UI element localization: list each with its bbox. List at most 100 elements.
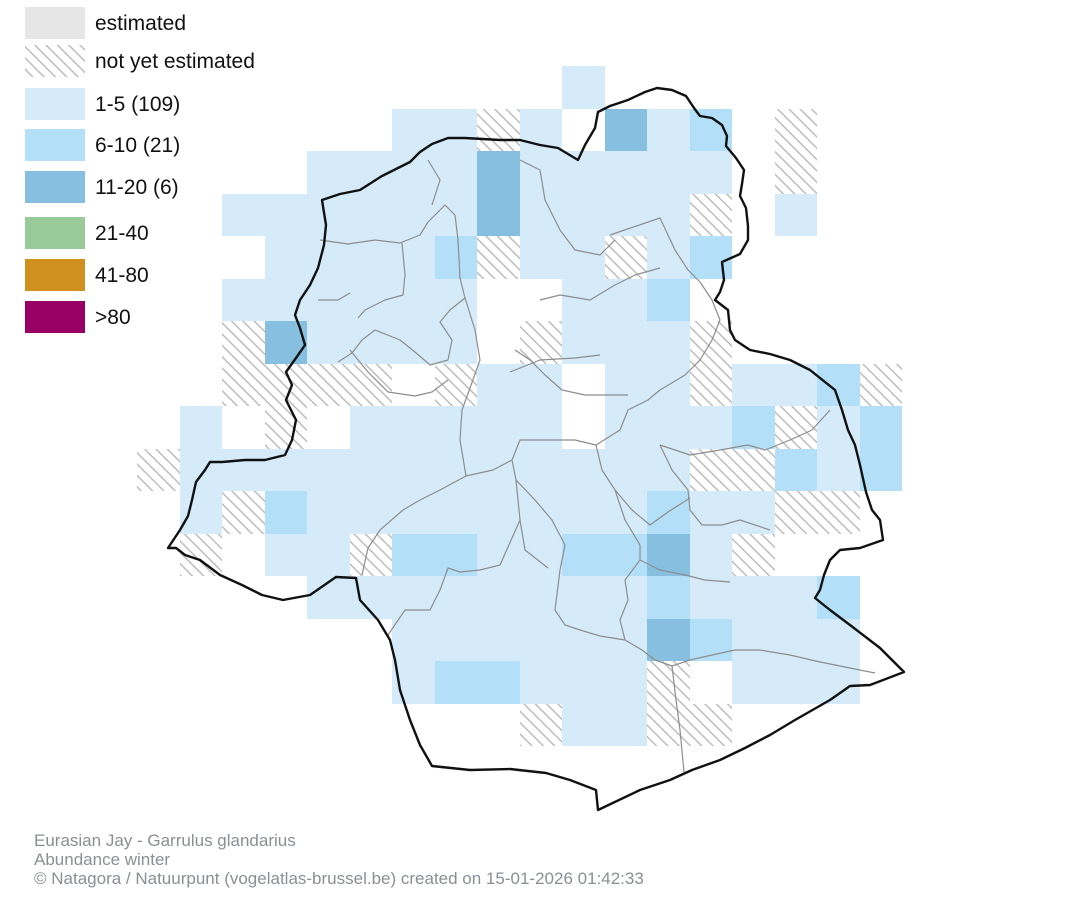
grid-cell xyxy=(265,534,307,576)
grid-cell xyxy=(860,406,902,449)
grid-cell-not-yet-estimated xyxy=(222,491,265,534)
grid-cell xyxy=(562,619,605,661)
grid-cell xyxy=(307,151,350,194)
legend-label: 6-10 (21) xyxy=(95,134,180,157)
grid-cell xyxy=(477,449,520,491)
grid-cell xyxy=(562,151,605,194)
grid-cell xyxy=(647,109,690,151)
grid-cell xyxy=(647,236,690,279)
grid-cell xyxy=(392,449,435,491)
grid-cell xyxy=(690,236,732,279)
legend-label: not yet estimated xyxy=(95,50,255,73)
grid-cell-not-yet-estimated xyxy=(265,406,307,449)
legend-swatch xyxy=(25,171,85,203)
grid-cell xyxy=(307,449,350,491)
grid-cell-not-yet-estimated xyxy=(732,534,775,576)
grid-cell xyxy=(350,491,392,534)
copyright-credit: © Natagora / Natuurpunt (vogelatlas-brus… xyxy=(34,869,644,888)
grid-cell xyxy=(690,534,732,576)
grid-cell xyxy=(307,236,350,279)
grid-cell xyxy=(732,406,775,449)
grid-cell xyxy=(435,151,477,194)
municipality-boundary xyxy=(519,159,616,256)
grid-cell xyxy=(562,576,605,619)
municipality-boundary xyxy=(659,444,771,531)
map-subtitle: Abundance winter xyxy=(34,850,171,869)
municipality-boundary xyxy=(509,354,601,373)
grid-cell xyxy=(180,406,222,449)
municipality-boundary xyxy=(319,221,429,245)
grid-cell xyxy=(605,576,647,619)
grid-cell xyxy=(605,151,647,194)
grid-cell xyxy=(520,576,562,619)
grid-cell xyxy=(520,449,562,491)
legend-swatch xyxy=(25,217,85,249)
grid-cell xyxy=(265,236,307,279)
legend-label: 1-5 (109) xyxy=(95,93,180,116)
grid-cell-not-yet-estimated xyxy=(477,109,520,151)
grid-cell-not-yet-estimated xyxy=(605,236,647,279)
grid-cell-not-yet-estimated xyxy=(520,321,562,364)
municipality-boundary xyxy=(639,559,731,583)
municipality-boundary xyxy=(514,349,628,396)
grid-cell xyxy=(605,449,647,491)
grid-cell xyxy=(392,194,435,236)
grid-cell xyxy=(732,661,775,704)
grid-cell-not-yet-estimated xyxy=(690,449,732,491)
grid-cell xyxy=(392,619,435,661)
grid-cell xyxy=(647,406,690,449)
grid-cell xyxy=(605,704,647,746)
grid-cell xyxy=(775,661,817,704)
grid-cell xyxy=(392,534,435,576)
legend-swatch xyxy=(25,88,85,120)
grid-cell-not-yet-estimated xyxy=(732,449,775,491)
legend-swatch xyxy=(25,45,85,77)
grid-cell xyxy=(435,236,477,279)
grid-cell xyxy=(817,449,860,491)
grid-cell xyxy=(435,534,477,576)
grid-cell xyxy=(690,151,732,194)
grid-cell xyxy=(562,704,605,746)
legend-label: estimated xyxy=(95,12,186,35)
grid-cell xyxy=(647,151,690,194)
grid-cell xyxy=(605,491,647,534)
grid-cell xyxy=(520,236,562,279)
grid-cell xyxy=(477,194,520,236)
municipality-boundary xyxy=(515,479,581,631)
brussels-region-outline xyxy=(166,86,906,812)
grid-cell xyxy=(307,194,350,236)
grid-cell xyxy=(775,619,817,661)
grid-cell-not-yet-estimated xyxy=(860,364,902,406)
legend-label: >80 xyxy=(95,306,131,329)
grid-cell xyxy=(392,109,435,151)
grid-cell xyxy=(350,406,392,449)
grid-cell xyxy=(477,406,520,449)
grid-cell xyxy=(605,364,647,406)
grid-cell xyxy=(732,364,775,406)
legend-swatch xyxy=(25,301,85,333)
grid-cell xyxy=(647,491,690,534)
grid-cell-not-yet-estimated xyxy=(307,364,350,406)
grid-cell xyxy=(222,194,265,236)
grid-cell xyxy=(477,661,520,704)
grid-cell xyxy=(562,194,605,236)
municipality-boundary xyxy=(595,444,691,526)
grid-cell xyxy=(647,619,690,661)
grid-cell xyxy=(477,619,520,661)
municipality-boundary xyxy=(671,649,876,674)
grid-cell xyxy=(817,619,860,661)
grid-cell xyxy=(435,406,477,449)
grid-cell xyxy=(775,194,817,236)
legend-swatch xyxy=(25,7,85,39)
map-legend: estimated not yet estimated 1-5 (109) 6-10 … xyxy=(25,7,255,333)
legend-label: 21-40 xyxy=(95,222,149,245)
grid-cell xyxy=(520,661,562,704)
grid-cell-not-yet-estimated xyxy=(775,406,817,449)
municipality-boundary xyxy=(427,159,441,206)
grid-cell xyxy=(477,491,520,534)
municipality-boundary xyxy=(614,489,641,641)
municipality-boundary xyxy=(387,459,521,636)
legend-swatch xyxy=(25,259,85,291)
grid-cell xyxy=(180,491,222,534)
